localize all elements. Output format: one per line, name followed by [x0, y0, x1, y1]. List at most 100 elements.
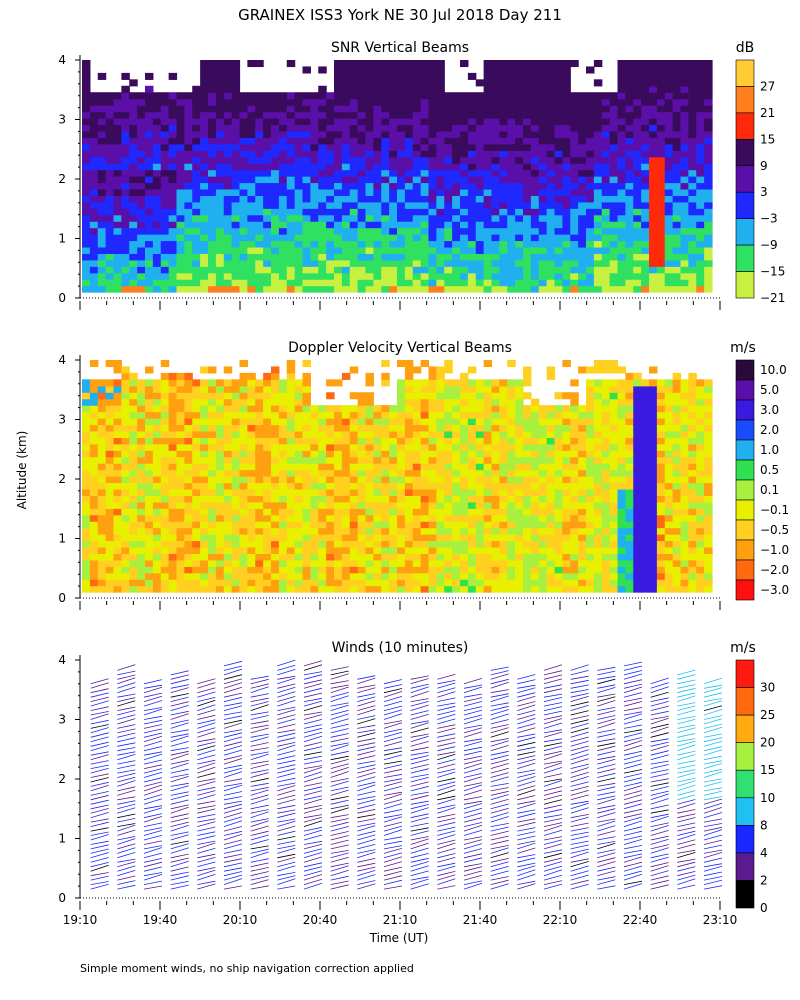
snr-cell [113, 105, 122, 113]
doppler-cell [570, 546, 579, 554]
snr-cell [412, 201, 422, 209]
snr-cell [286, 111, 296, 119]
snr-cell [286, 285, 296, 293]
doppler-cell [578, 508, 587, 516]
snr-cell [538, 92, 548, 100]
doppler-cell [373, 501, 382, 509]
doppler-cell [381, 527, 390, 535]
doppler-cell [184, 508, 193, 516]
doppler-cell [334, 553, 343, 561]
doppler-cell [160, 360, 170, 368]
snr-cell [373, 259, 382, 267]
snr-cell [294, 246, 304, 254]
doppler-cell [129, 456, 138, 464]
snr-cell [263, 221, 272, 229]
doppler-cell [97, 430, 107, 438]
doppler-cell [208, 521, 217, 529]
doppler-cell [460, 450, 469, 458]
snr-cell [507, 60, 516, 68]
snr-cell [444, 176, 453, 184]
snr-cell [523, 150, 532, 158]
doppler-cell [467, 424, 477, 432]
snr-cell [294, 182, 304, 190]
doppler-cell [373, 411, 382, 419]
doppler-cell [404, 443, 414, 451]
snr-cell [507, 195, 516, 203]
doppler-cell [121, 572, 130, 580]
snr-cell [215, 221, 225, 229]
snr-cell [82, 156, 91, 164]
snr-cell [680, 169, 689, 177]
snr-cell [82, 150, 91, 158]
snr-cell [168, 169, 178, 177]
snr-cell [82, 201, 91, 209]
snr-cell [578, 143, 587, 151]
doppler-cell [200, 566, 209, 574]
snr-cell [412, 92, 422, 100]
snr-cell [334, 272, 343, 280]
doppler-cell [215, 450, 225, 458]
snr-cell [349, 98, 359, 106]
snr-cell [586, 111, 595, 119]
doppler-cell [491, 488, 500, 496]
snr-cell [696, 60, 705, 68]
doppler-cell [507, 546, 516, 554]
snr-cell [586, 176, 595, 184]
doppler-cell [586, 482, 595, 490]
doppler-cell [286, 501, 296, 509]
doppler-cell [452, 559, 461, 567]
doppler-cell [192, 392, 201, 400]
doppler-cell [160, 566, 170, 574]
snr-cell [397, 176, 406, 184]
snr-cell [530, 227, 540, 235]
snr-cell [404, 266, 414, 274]
doppler-cell [184, 572, 193, 580]
doppler-cell [215, 456, 225, 464]
snr-cell [538, 195, 548, 203]
snr-cell [223, 60, 233, 68]
doppler-cell [152, 469, 162, 477]
snr-cell [688, 124, 697, 132]
doppler-cell [420, 418, 430, 426]
doppler-cell [121, 398, 130, 406]
snr-cell [113, 201, 122, 209]
snr-cell [271, 156, 280, 164]
doppler-cell [137, 553, 146, 561]
snr-cell [523, 253, 532, 261]
snr-cell [326, 259, 335, 267]
doppler-cell [271, 392, 280, 400]
snr-cell [176, 266, 185, 274]
snr-cell [105, 124, 115, 132]
snr-cell [231, 163, 241, 171]
snr-cell [515, 66, 524, 74]
snr-cell [318, 105, 327, 113]
doppler-cell [208, 430, 217, 438]
snr-cell [286, 279, 296, 287]
snr-cell [436, 279, 445, 287]
snr-cell [641, 98, 650, 106]
snr-cell [688, 163, 697, 171]
snr-cell [192, 188, 201, 196]
snr-cell [397, 66, 406, 74]
doppler-cell [247, 572, 256, 580]
snr-cell [570, 124, 579, 132]
snr-cell [357, 227, 367, 235]
snr-cell [404, 163, 414, 171]
doppler-cell [89, 546, 99, 554]
snr-cell [672, 137, 682, 145]
snr-cell [672, 195, 682, 203]
snr-cell [633, 240, 642, 248]
snr-cell [436, 221, 445, 229]
doppler-cell [326, 463, 335, 471]
snr-cell [168, 266, 178, 274]
doppler-cell [483, 579, 493, 587]
snr-cell [696, 214, 705, 222]
doppler-cell [192, 572, 201, 580]
snr-cell [428, 201, 437, 209]
doppler-cell [436, 585, 445, 593]
doppler-cell [168, 398, 178, 406]
doppler-cell [460, 585, 469, 593]
doppler-cell [278, 463, 288, 471]
doppler-cell [467, 411, 477, 419]
doppler-cell [152, 572, 162, 580]
